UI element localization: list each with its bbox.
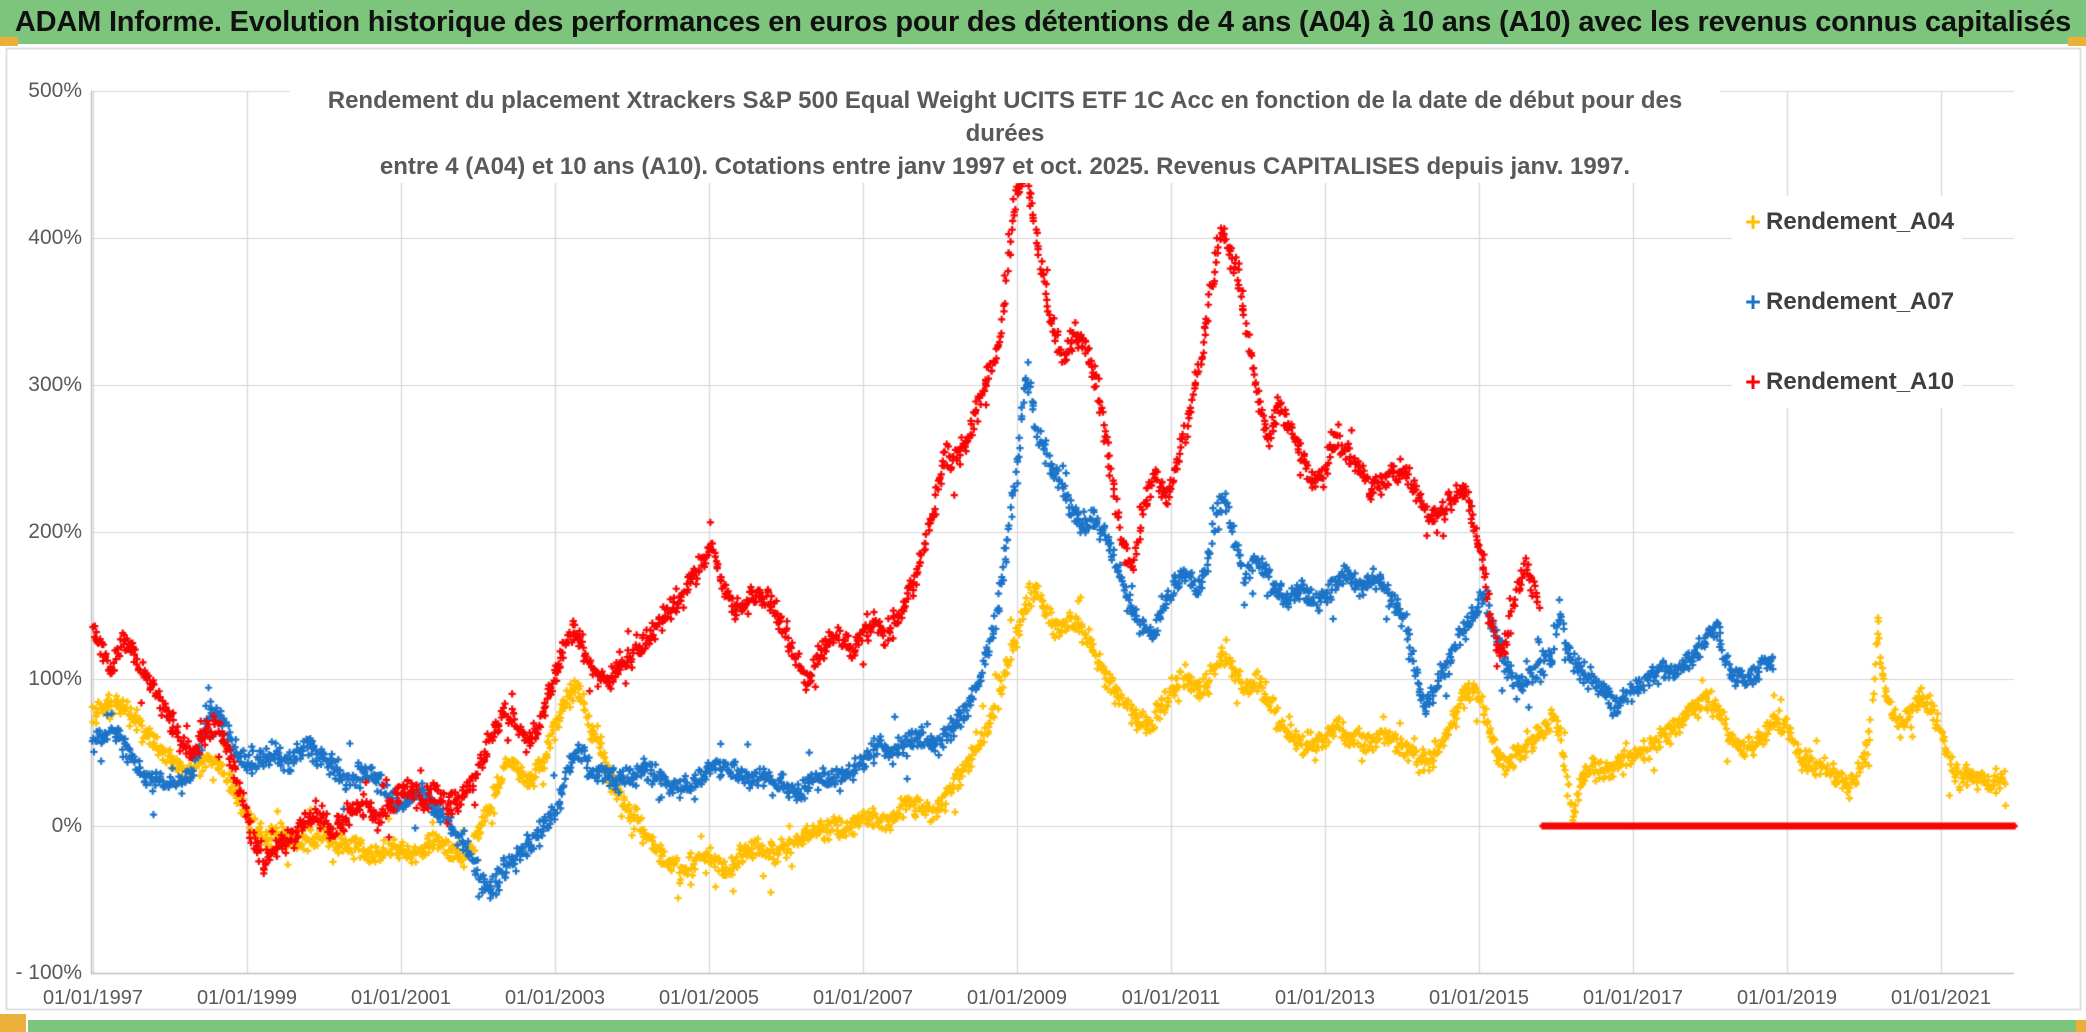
legend-item-rendement_a10[interactable]: + Rendement_A10: [1740, 365, 1954, 399]
title-bar: ADAM Informe. Evolution historique des p…: [0, 0, 2086, 44]
legend-plus-marker-icon: +: [1745, 207, 1761, 237]
bottom-bar: [28, 1020, 2076, 1032]
chart-subtitle-line2: entre 4 (A04) et 10 ans (A10). Cotations…: [379, 153, 1631, 180]
y-axis-tick: 0%: [51, 814, 82, 837]
chart-subtitle-line1: Rendement du placement Xtrackers S&P 500…: [327, 87, 1683, 147]
legend-item-rendement_a04[interactable]: + Rendement_A04: [1740, 205, 1954, 239]
x-axis-tick: 01/01/2005: [658, 987, 760, 1009]
x-axis-tick: 01/01/2017: [1582, 987, 1684, 1009]
x-axis-tick: 01/01/2009: [966, 987, 1068, 1009]
x-axis-tick: 01/01/2015: [1428, 987, 1530, 1009]
legend-plus-marker-icon: +: [1745, 367, 1761, 397]
x-axis-tick: 01/01/2007: [812, 987, 914, 1009]
y-axis-tick: 100%: [28, 667, 82, 690]
legend-plus-marker-icon: +: [1745, 287, 1761, 317]
y-axis-tick: 400%: [28, 226, 82, 249]
page-title: ADAM Informe. Evolution historique des p…: [14, 5, 2072, 38]
x-axis-tick: 01/01/2013: [1274, 987, 1376, 1009]
gold-accent-top-left: [0, 37, 18, 46]
y-axis-tick: - 100%: [15, 961, 82, 984]
y-axis-tick: 300%: [28, 373, 82, 396]
legend-item-rendement_a07[interactable]: + Rendement_A07: [1740, 285, 1954, 319]
y-axis-tick: 500%: [28, 79, 82, 102]
legend-label: Rendement_A04: [1766, 208, 1955, 235]
gold-accent-top-right: [2068, 37, 2086, 46]
x-axis-tick: 01/01/2019: [1736, 987, 1838, 1009]
gold-accent-bottom-left: [0, 1014, 26, 1032]
y-axis-tick: 200%: [28, 520, 82, 543]
gold-accent-bottom-right: [2076, 1020, 2086, 1032]
chart-subtitle: Rendement du placement Xtrackers S&P 500…: [290, 84, 1720, 183]
x-axis-tick: 01/01/1999: [196, 987, 298, 1009]
x-axis-tick: 01/01/2011: [1121, 987, 1221, 1009]
legend-label: Rendement_A07: [1766, 288, 1955, 315]
x-axis-tick: 01/01/2001: [350, 987, 452, 1009]
x-axis-tick: 01/01/1997: [42, 987, 144, 1009]
legend[interactable]: + Rendement_A04 + Rendement_A07 + Rendement_A…: [1732, 196, 1962, 408]
x-axis-tick: 01/01/2021: [1890, 987, 1992, 1009]
x-axis-tick: 01/01/2003: [504, 987, 606, 1009]
legend-label: Rendement_A10: [1766, 368, 1955, 395]
